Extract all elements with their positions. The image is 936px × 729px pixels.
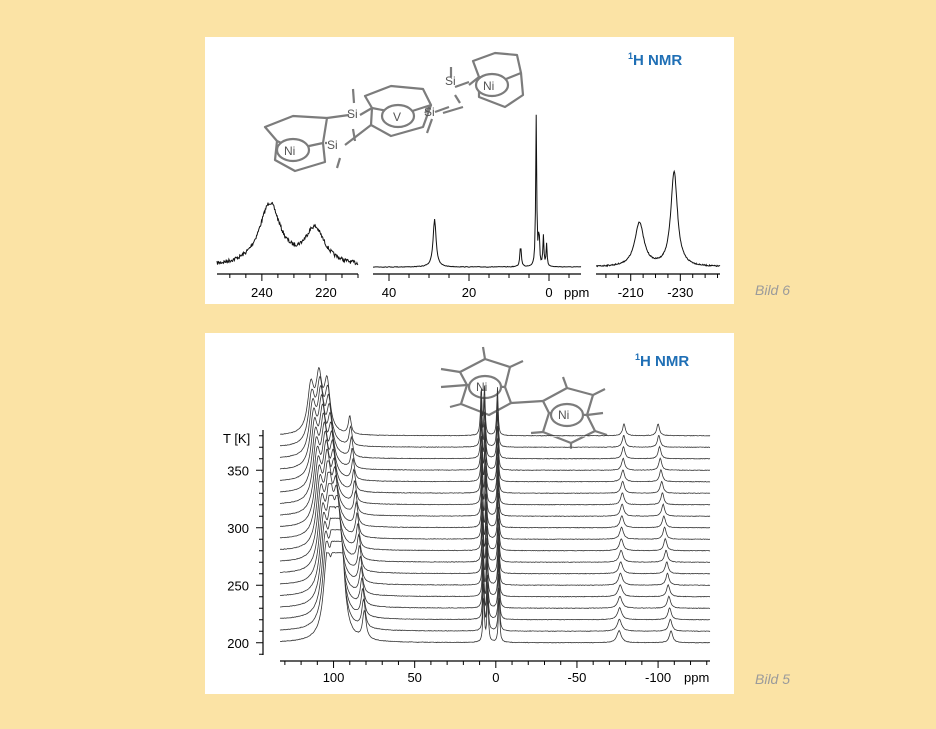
x-tick-label: 0: [545, 285, 552, 300]
spectrum-mask: [280, 552, 710, 644]
chart-title-top: 1H NMR: [628, 51, 682, 69]
atom-label-si-3: Si: [424, 105, 435, 119]
spectrum-trace-300K: [280, 439, 711, 529]
nmr-panel-top: 1H NMR Ni V: [205, 37, 734, 304]
title-superscript: 1: [635, 352, 640, 362]
spectrum-mask: [280, 385, 710, 460]
figure-caption-top: Bild 6: [755, 282, 791, 298]
spectrum-trace-380K: [280, 366, 711, 437]
x-tick-label: 100: [323, 670, 345, 685]
x-tick-label: 20: [462, 285, 476, 300]
x-tick-label: -100: [645, 670, 671, 685]
x-axis-unit-bottom: ppm: [684, 670, 709, 685]
atom-label-ni-a: Ni: [476, 380, 487, 394]
title-text: H NMR: [640, 353, 689, 370]
spectrum-trace-250K: [279, 494, 711, 586]
spectrum-trace: [216, 201, 359, 266]
spectrum-trace: [596, 169, 721, 268]
x-axis-ppm: 100 50 0 -50 -100: [280, 660, 710, 685]
spectrum-trace-340K: [279, 403, 711, 483]
x-tick-label: 40: [382, 285, 396, 300]
spectrum-trace-230K: [280, 517, 711, 609]
figure-caption-bottom: Bild 5: [755, 671, 791, 687]
structure-ni-v-ni-icon: [263, 51, 525, 173]
y-tick-label: 350: [227, 463, 249, 478]
x-tick-label: 220: [315, 285, 337, 300]
y-tick-label: 200: [227, 636, 249, 651]
atom-label-si-2: Si: [327, 138, 338, 152]
x-tick-label: 50: [407, 670, 421, 685]
nmr-chart-bottom: 1H NMR Ni Ni T [K] 200 250 300 350 100 50 0 -5…: [223, 346, 711, 685]
atom-label-v: V: [393, 110, 401, 124]
atom-label-ni-right: Ni: [483, 79, 494, 93]
spectrum-panel-right: -210 -230: [596, 169, 721, 300]
spectrum-trace-350K: [279, 393, 710, 471]
spectrum-trace-310K: [280, 430, 711, 517]
y-tick-label: 250: [227, 578, 249, 593]
spectrum-panel-center: 40 20 0: [373, 114, 582, 300]
spectrum-trace-330K: [279, 412, 711, 494]
y-axis-label: T [K]: [223, 431, 250, 446]
spectrum-trace-260K: [279, 483, 711, 575]
x-tick-label: -230: [667, 285, 693, 300]
x-tick-label: 240: [251, 285, 273, 300]
vt-spectra-stack: [279, 366, 711, 644]
x-tick-label: -50: [568, 670, 587, 685]
nmr-chart-top: 1H NMR Ni V: [216, 51, 721, 300]
nmr-panel-bottom: 1H NMR Ni Ni T [K] 200 250 300 350 100 50 0 -5…: [205, 333, 734, 694]
spectrum-trace-200K: [280, 551, 711, 644]
atom-label-ni-b: Ni: [558, 408, 569, 422]
title-text: H NMR: [633, 52, 682, 69]
spectrum-trace-220K: [279, 529, 711, 621]
structure-ni-dimer-icon: [440, 346, 608, 449]
y-tick-label: 300: [227, 521, 249, 536]
spectrum-trace-240K: [279, 506, 710, 598]
x-tick-label: 0: [492, 670, 499, 685]
spectrum-trace-320K: [279, 421, 711, 506]
chart-title-bottom: 1H NMR: [635, 352, 689, 370]
atom-label-si-4: Si: [445, 74, 456, 88]
x-axis-unit-top: ppm: [564, 285, 589, 300]
spectrum-trace-360K: [279, 385, 711, 460]
y-axis-temperature: 200 250 300 350: [227, 430, 264, 655]
spectrum-panel-left: 240 220: [216, 201, 359, 300]
spectrum-trace-270K: [279, 471, 710, 563]
spectrum-trace-280K: [280, 460, 711, 552]
spectrum-trace-290K: [279, 448, 711, 540]
atom-label-si-1: Si: [347, 107, 358, 121]
spectrum-trace-210K: [279, 540, 711, 632]
spectrum-trace-370K: [280, 375, 711, 448]
title-superscript: 1: [628, 51, 633, 61]
x-tick-label: -210: [618, 285, 644, 300]
atom-label-ni-left: Ni: [284, 144, 295, 158]
spectrum-trace: [373, 114, 582, 268]
